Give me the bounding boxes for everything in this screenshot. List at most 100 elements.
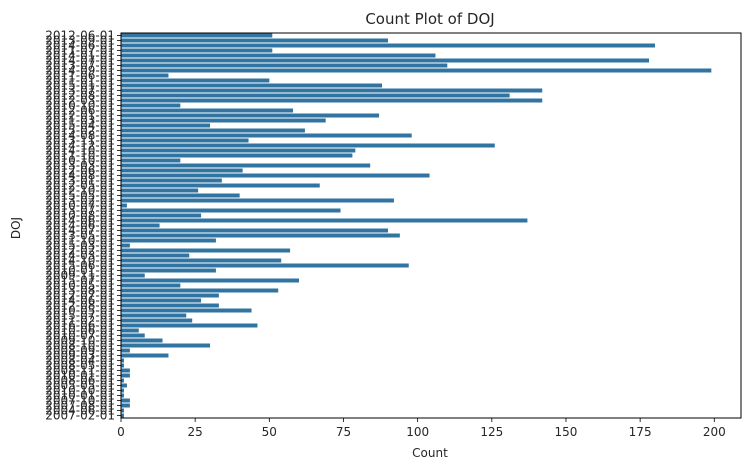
y-tick-label: 2012-08-01 <box>45 299 115 313</box>
y-tick-label: 2013-11-01 <box>45 134 115 148</box>
y-tick-label: 2014-06-01 <box>45 219 115 233</box>
bar <box>121 298 202 303</box>
y-tick-label: 2011-06-01 <box>45 69 115 83</box>
bar <box>121 148 356 153</box>
y-tick-label: 2013-08-01 <box>45 284 115 298</box>
bar <box>121 333 145 338</box>
bar <box>121 253 190 258</box>
y-tick-label: 2016-06-01 <box>45 319 115 333</box>
y-tick-label: 2010-05-01 <box>45 304 115 318</box>
y-tick-label: 2012-06-01 <box>45 164 115 178</box>
y-tick-label: 2011-01-01 <box>45 74 115 88</box>
y-tick-label: 2011-07-01 <box>45 44 115 58</box>
x-tick-label: 100 <box>406 425 429 439</box>
bar <box>121 143 495 148</box>
bar <box>121 73 169 78</box>
bar <box>121 43 655 48</box>
y-tick-label: 2014-06-01 <box>45 294 115 308</box>
bar <box>121 278 299 283</box>
bar <box>121 243 130 248</box>
bar <box>121 163 371 168</box>
bar <box>121 223 160 228</box>
y-tick-label: 2015-07-01 <box>45 274 115 288</box>
bar <box>121 343 210 348</box>
y-tick-label: 2007-08-01 <box>45 399 115 413</box>
y-tick-label: 2014-06-01 <box>45 214 115 228</box>
y-tick-label: 2009-11-01 <box>45 269 115 283</box>
bar <box>121 353 169 358</box>
bar <box>121 403 130 408</box>
bar <box>121 283 181 288</box>
bar <box>121 233 400 238</box>
x-tick-label: 50 <box>262 425 277 439</box>
bar <box>121 93 510 98</box>
y-tick-label: 2015-05-01 <box>45 189 115 203</box>
bar <box>121 63 448 68</box>
y-tick-label: 2010-07-01 <box>45 329 115 343</box>
y-tick-label: 2015-03-01 <box>45 239 115 253</box>
bar <box>121 78 270 83</box>
bar <box>121 303 219 308</box>
y-tick-label: 2014-06-01 <box>45 39 115 53</box>
y-tick-label: 2012-07-01 <box>45 289 115 303</box>
bar <box>121 158 181 163</box>
bar <box>121 228 388 233</box>
bar <box>121 193 240 198</box>
y-tick-label: 2005-05-01 <box>45 379 115 393</box>
y-tick-label: 2010-06-01 <box>45 324 115 338</box>
y-tick-label: 2012-01-01 <box>45 109 115 123</box>
bar <box>121 68 712 73</box>
bar <box>121 88 543 93</box>
bar <box>121 108 294 113</box>
bar <box>121 328 139 333</box>
bar <box>121 273 145 278</box>
bar <box>121 288 279 293</box>
x-tick-label: 175 <box>629 425 652 439</box>
y-tick-label: 2011-03-01 <box>45 114 115 128</box>
bar <box>121 213 202 218</box>
y-tick-label: 2012-08-01 <box>45 89 115 103</box>
y-tick-label: 2012-06-01 <box>45 104 115 118</box>
bar <box>121 383 127 388</box>
bar <box>121 188 199 193</box>
bar <box>121 208 341 213</box>
y-tick-label: 2014-10-01 <box>45 254 115 268</box>
bar <box>121 393 124 398</box>
bar <box>121 123 210 128</box>
y-tick-label: 2014-01-01 <box>45 49 115 63</box>
x-tick-label: 0 <box>117 425 125 439</box>
bar <box>121 363 124 368</box>
y-tick-label: 2013-02-01 <box>45 194 115 208</box>
y-tick-label: 2015-04-01 <box>45 119 115 133</box>
y-tick-label: 2013-05-01 <box>45 229 115 243</box>
y-tick-label: 2015-06-01 <box>45 259 115 273</box>
y-tick-label: 2007-10-01 <box>45 394 115 408</box>
x-tick-label: 125 <box>480 425 503 439</box>
bar <box>121 58 650 63</box>
bars-layer <box>121 33 712 418</box>
y-tick-label: 2010-10-01 <box>45 154 115 168</box>
y-tick-label: 2014-10-01 <box>45 144 115 158</box>
y-tick-label: 2013-07-01 <box>45 84 115 98</box>
y-tick-label: 2010-01-01 <box>45 389 115 403</box>
bar <box>121 258 282 263</box>
y-tick-label: 2012-05-01 <box>45 179 115 193</box>
y-tick-label: 2013-03-01 <box>45 159 115 173</box>
bar <box>121 268 216 273</box>
y-tick-label: 2010-10-01 <box>45 99 115 113</box>
y-tick-label: 2011-10-01 <box>45 149 115 163</box>
bar <box>121 118 326 123</box>
y-tick-label: 2013-09-01 <box>45 34 115 48</box>
bar <box>121 128 305 133</box>
y-tick-label: 2013-07-01 <box>45 59 115 73</box>
y-tick-label: 2010-01-01 <box>45 369 115 383</box>
y-axis: 2012-06-012013-09-012014-06-012011-07-01… <box>45 29 121 423</box>
x-tick-label: 150 <box>555 425 578 439</box>
y-axis-label: DOJ <box>9 217 23 239</box>
y-tick-label: 2010-07-01 <box>45 199 115 213</box>
x-tick-label: 25 <box>188 425 203 439</box>
y-tick-label: 2015-07-01 <box>45 309 115 323</box>
y-tick-label: 2012-03-01 <box>45 94 115 108</box>
y-tick-label: 2009-03-01 <box>45 349 115 363</box>
y-tick-label: 2010-08-01 <box>45 209 115 223</box>
